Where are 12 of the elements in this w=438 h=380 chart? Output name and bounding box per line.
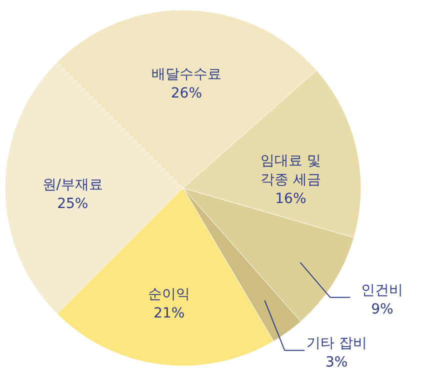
slice-label: 배달수수료 — [151, 66, 222, 83]
data-label: 25% — [57, 196, 88, 212]
data-label: 9% — [371, 301, 394, 318]
slice-label: 인건비 — [361, 282, 404, 298]
data-label: 16% — [275, 190, 306, 207]
slice-label: 기타 잡비 — [306, 335, 367, 352]
data-label: 26% — [170, 86, 202, 102]
slice-label: 원/부재료 — [42, 177, 103, 193]
slice-label: 순이익 — [148, 286, 190, 302]
data-label: 3% — [326, 354, 348, 370]
slice-label: 임대료 및 각종 세금 — [260, 152, 321, 188]
data-label: 21% — [154, 305, 185, 322]
